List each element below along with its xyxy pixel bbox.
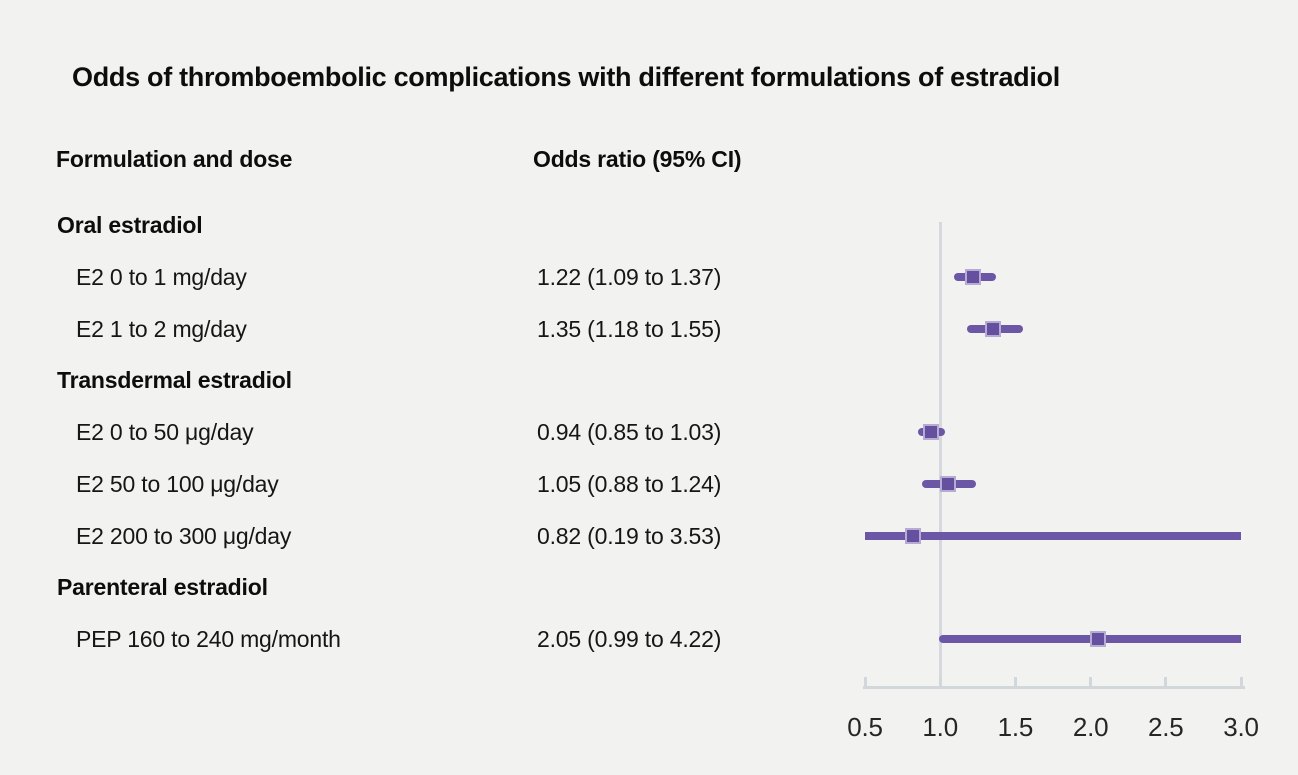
- x-axis-tick: [863, 677, 867, 687]
- ci-line: [865, 531, 1241, 540]
- row-label: E2 0 to 50 μg/day: [76, 419, 254, 445]
- column-header-odds-ratio: Odds ratio (95% CI): [533, 146, 742, 172]
- odds-ratio-marker: [984, 320, 1001, 337]
- row-label: E2 1 to 2 mg/day: [76, 315, 247, 342]
- x-axis-tick: [1164, 677, 1168, 687]
- reference-line: [938, 222, 942, 688]
- x-axis-tick-label: 1.5: [997, 712, 1034, 742]
- row-label: E2 50 to 100 μg/day: [76, 470, 279, 497]
- x-axis-tick: [1013, 677, 1017, 687]
- row-label: E2 200 to 300 μg/day: [76, 522, 292, 549]
- odds-ratio-marker: [905, 527, 922, 544]
- row-odds-ratio-value: 2.05 (0.99 to 4.22): [537, 626, 722, 652]
- row-odds-ratio-value: 0.94 (0.85 to 1.03): [537, 419, 722, 445]
- row-odds-ratio-value: 1.05 (0.88 to 1.24): [537, 470, 722, 497]
- row-odds-ratio-value: 1.35 (1.18 to 1.55): [537, 315, 722, 342]
- column-header-formulation: Formulation and dose: [56, 146, 293, 172]
- odds-ratio-marker: [923, 424, 940, 440]
- odds-ratio-marker: [939, 475, 956, 492]
- group-label: Transdermal estradiol: [57, 367, 292, 394]
- row-odds-ratio-value: 1.22 (1.09 to 1.37): [537, 263, 722, 290]
- odds-ratio-marker: [965, 268, 982, 285]
- x-axis-tick-label: 3.0: [1223, 712, 1259, 742]
- ci-line: [938, 635, 1241, 643]
- row-label: PEP 160 to 240 mg/month: [76, 626, 341, 652]
- x-axis-tick-label: 2.0: [1072, 712, 1109, 742]
- group-label: Parenteral estradiol: [57, 574, 268, 601]
- x-axis-tick: [1239, 677, 1243, 687]
- x-axis-tick-label: 1.0: [922, 712, 958, 742]
- x-axis-tick: [1089, 677, 1093, 687]
- chart-title: Odds of thromboembolic complications wit…: [72, 62, 1060, 92]
- x-axis-tick-label: 2.5: [1148, 712, 1184, 742]
- row-odds-ratio-value: 0.82 (0.19 to 3.53): [537, 522, 722, 549]
- group-label: Oral estradiol: [57, 212, 203, 238]
- x-axis-tick-label: 0.5: [847, 712, 883, 742]
- odds-ratio-marker: [1090, 631, 1107, 647]
- row-label: E2 0 to 1 mg/day: [76, 263, 247, 290]
- x-axis-tick: [938, 677, 942, 687]
- x-axis-line: [863, 686, 1245, 689]
